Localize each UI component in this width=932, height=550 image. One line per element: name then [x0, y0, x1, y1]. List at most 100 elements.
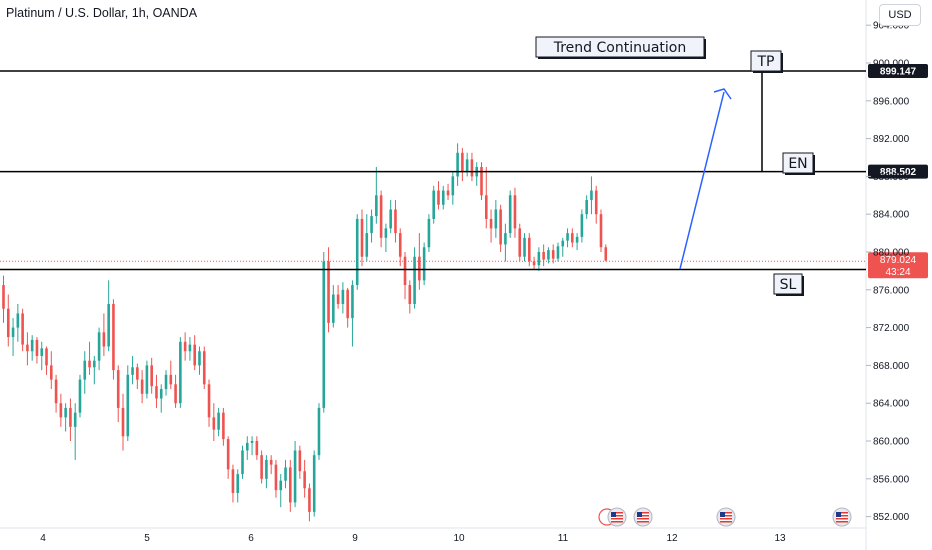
candle-body — [375, 195, 378, 217]
candle-body — [446, 190, 450, 196]
candle-body — [269, 459, 273, 465]
candle-body — [341, 289, 345, 304]
candle-body — [585, 200, 588, 215]
candle-body — [351, 285, 354, 319]
candle-body — [370, 216, 373, 234]
candle-body — [532, 261, 536, 266]
candle-body — [551, 250, 555, 259]
en-note-text: EN — [788, 156, 807, 172]
level-badge-tp — [868, 64, 928, 79]
x-axis[interactable]: 4 5 6 9 10 11 12 13 — [40, 533, 786, 544]
candle-body — [489, 218, 493, 229]
flag-stripe — [836, 521, 848, 523]
level-badge-en — [868, 164, 928, 179]
candle-body — [265, 459, 268, 479]
candle-body — [198, 351, 201, 366]
candle-body — [26, 344, 29, 352]
y-tick-label: 864.000 — [873, 399, 910, 410]
candle-body — [456, 152, 459, 177]
candle-body — [594, 190, 598, 215]
flag-stripe — [836, 518, 848, 520]
candle-body — [571, 233, 574, 243]
us-flag-icon[interactable] — [633, 507, 653, 527]
currency-button[interactable]: USD — [879, 4, 921, 26]
trend-continuation-note-text: Trend Continuation — [553, 40, 687, 56]
candle-body — [599, 214, 603, 248]
candle-body — [131, 367, 134, 375]
y-tick-label: 868.000 — [873, 361, 910, 372]
candle-body — [40, 348, 44, 356]
economic-events[interactable] — [598, 507, 852, 527]
candle-body — [169, 374, 173, 385]
candle-body — [298, 450, 302, 472]
candle-body — [322, 261, 326, 408]
candle-body — [88, 360, 91, 368]
candle-body — [50, 365, 53, 380]
candle-body — [346, 289, 349, 319]
y-tick-label: 856.000 — [873, 474, 910, 485]
candle-body — [418, 256, 421, 281]
candle-body — [35, 339, 39, 356]
candle-body — [241, 450, 244, 475]
candle-body — [116, 370, 120, 408]
candle-body — [217, 412, 220, 430]
candle-body — [332, 294, 335, 323]
trend-arrow-line — [679, 91, 725, 270]
candle-body — [432, 190, 435, 219]
symbol-title: Platinum / U.S. Dollar, 1h, OANDA — [6, 6, 198, 20]
flag-canton — [720, 512, 725, 517]
candle-body — [279, 480, 283, 491]
candle-body — [355, 218, 359, 286]
candle-body — [327, 261, 330, 323]
candle-body — [308, 488, 311, 512]
x-tick-label: 9 — [352, 533, 358, 544]
y-tick-label: 852.000 — [873, 512, 910, 523]
flag-field — [720, 512, 732, 522]
candle-body — [78, 379, 82, 413]
candle-body — [508, 195, 512, 234]
us-flag-icon[interactable] — [716, 507, 736, 527]
tp-note-text: TP — [757, 54, 775, 70]
y-tick-label: 876.000 — [873, 285, 910, 296]
flag-stripe — [637, 512, 649, 514]
candle-body — [389, 209, 392, 229]
flag-stripe — [720, 518, 732, 520]
candle-body — [93, 360, 96, 368]
candle-body — [403, 256, 407, 286]
y-axis[interactable]: 904.000 900.000 896.000 892.000 888.000 884.0… — [866, 21, 910, 523]
candle-body — [202, 351, 206, 385]
flag-canton — [637, 512, 642, 517]
candle-body — [303, 471, 306, 489]
candle-body — [528, 237, 531, 262]
candle-body — [590, 190, 593, 201]
candle-body — [394, 209, 397, 234]
candle-body — [312, 455, 316, 512]
y-tick-label: 892.000 — [873, 134, 910, 145]
candle-body — [255, 441, 259, 456]
candle-body — [398, 233, 402, 257]
candle-body — [580, 214, 584, 237]
y-tick-label: 896.000 — [873, 96, 910, 107]
candle-body — [513, 195, 517, 229]
candle-body — [499, 209, 502, 245]
us-flag-icon[interactable] — [832, 507, 852, 527]
candle-body — [73, 412, 77, 427]
candle-body — [145, 365, 149, 394]
flag-stripe — [611, 518, 623, 520]
flag-field — [836, 512, 848, 522]
us-flag-icon[interactable] — [607, 507, 627, 527]
candle-body — [107, 303, 110, 347]
flag-field — [637, 512, 649, 522]
candle-body — [159, 389, 163, 399]
candle-body — [365, 233, 369, 257]
en-note-box — [782, 152, 814, 174]
flag-stripe — [637, 518, 649, 520]
y-tick-label: 904.000 — [873, 21, 910, 32]
candle-body — [207, 384, 211, 418]
candle-body — [561, 240, 565, 247]
candle-body — [575, 236, 579, 243]
candle-body — [317, 407, 321, 456]
candle-body — [164, 374, 168, 390]
candle-body — [245, 442, 249, 451]
